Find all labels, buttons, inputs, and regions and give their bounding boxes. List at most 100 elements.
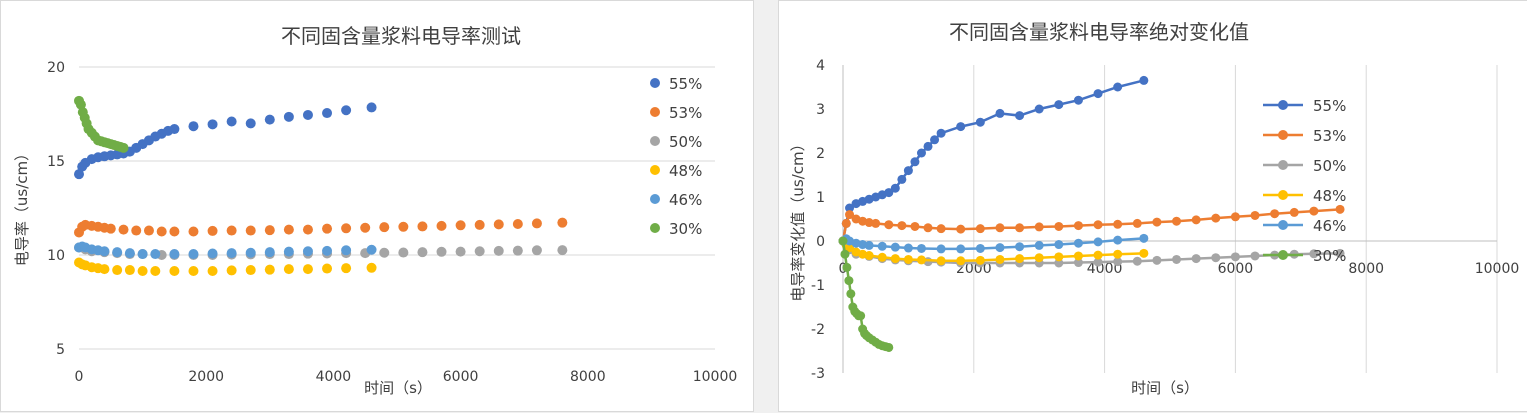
- data-point: [1191, 215, 1201, 225]
- x-axis-label: 时间（s）: [1131, 379, 1199, 397]
- legend-label: 55%: [1313, 97, 1346, 115]
- data-point: [1034, 222, 1044, 232]
- data-point: [856, 311, 866, 321]
- data-point: [975, 243, 985, 253]
- data-point: [493, 245, 504, 256]
- y-tick-label: -2: [811, 322, 825, 338]
- data-point: [1015, 242, 1025, 252]
- data-point: [1093, 220, 1103, 230]
- series-line: [841, 79, 1145, 242]
- data-point: [956, 244, 966, 254]
- x-axis-label: 时间（s）: [364, 379, 432, 397]
- data-point: [871, 218, 881, 228]
- data-point: [1054, 221, 1064, 231]
- data-point: [1250, 210, 1260, 220]
- data-point: [531, 218, 542, 229]
- x-tick-label: 4000: [316, 369, 352, 385]
- data-point: [845, 243, 855, 253]
- data-point: [877, 241, 887, 251]
- data-point: [1073, 221, 1083, 231]
- legend-label: 46%: [1313, 217, 1346, 235]
- data-point: [1309, 249, 1319, 259]
- series-46pct: [838, 233, 1149, 254]
- data-point: [474, 246, 485, 257]
- series-53pct: [74, 217, 568, 238]
- data-point: [864, 240, 874, 250]
- data-point: [474, 219, 485, 230]
- data-point: [302, 224, 313, 235]
- data-point: [398, 247, 409, 258]
- data-point: [897, 221, 907, 231]
- y-tick-label: 3: [816, 102, 825, 118]
- legend: 55% 53% 50% 48% 46% 30%: [650, 75, 702, 238]
- legend-label: 30%: [669, 220, 702, 238]
- data-point: [1113, 257, 1123, 267]
- y-tick-label: 4: [816, 58, 825, 74]
- legend-label: 53%: [669, 104, 702, 122]
- legend-marker: [1278, 220, 1288, 230]
- data-point: [1113, 235, 1123, 245]
- x-tick-label: 10000: [693, 369, 738, 385]
- data-point: [1289, 207, 1299, 217]
- data-point: [169, 265, 180, 276]
- legend-marker: [1278, 130, 1288, 140]
- data-point: [124, 248, 135, 259]
- data-point: [916, 243, 926, 253]
- data-point: [1015, 254, 1025, 264]
- data-point: [995, 254, 1005, 264]
- axis-ticks: 5 10 15 20 0 2000 4000 6000 8000 10000: [47, 60, 737, 385]
- data-point: [169, 226, 180, 237]
- data-point: [1211, 213, 1221, 223]
- data-point: [137, 265, 148, 276]
- data-point: [1230, 252, 1240, 262]
- legend-label: 48%: [1313, 187, 1346, 205]
- data-point: [131, 225, 142, 236]
- data-point: [1093, 250, 1103, 260]
- data-point: [188, 249, 199, 260]
- data-point: [188, 121, 199, 132]
- data-point: [379, 247, 390, 258]
- data-point: [118, 224, 129, 235]
- data-point: [322, 263, 333, 274]
- data-point: [137, 249, 148, 260]
- x-tick-label: 2000: [188, 369, 224, 385]
- x-tick-label: 8000: [1348, 261, 1384, 277]
- legend-label: 46%: [669, 191, 702, 209]
- data-point: [99, 246, 110, 257]
- data-point: [1139, 233, 1149, 243]
- data-point: [1309, 206, 1319, 216]
- data-point: [903, 243, 913, 253]
- data-point: [264, 114, 275, 125]
- series-50pct: [74, 242, 568, 260]
- data-point: [118, 142, 129, 153]
- data-point: [1335, 248, 1345, 258]
- data-point: [322, 223, 333, 234]
- data-point: [493, 219, 504, 230]
- data-point: [995, 108, 1005, 118]
- data-point: [150, 249, 161, 260]
- data-point: [1113, 219, 1123, 229]
- data-point: [936, 128, 946, 138]
- data-point: [841, 218, 851, 228]
- data-point: [207, 265, 218, 276]
- y-tick-label: 5: [56, 342, 65, 358]
- legend-label: 53%: [1313, 127, 1346, 145]
- data-point: [842, 262, 852, 272]
- data-point: [1191, 254, 1201, 264]
- chart-title: 不同固含量浆料电导率绝对变化值: [949, 20, 1249, 44]
- data-point: [1139, 75, 1149, 85]
- legend-marker: [1278, 190, 1288, 200]
- data-point: [1073, 258, 1083, 268]
- data-point: [169, 249, 180, 260]
- data-point: [910, 221, 920, 231]
- data-point: [890, 254, 900, 264]
- data-point: [436, 220, 447, 231]
- data-point: [936, 224, 946, 234]
- data-point: [923, 223, 933, 233]
- data-point: [99, 264, 110, 275]
- legend-label: 50%: [669, 133, 702, 151]
- data-point: [74, 169, 84, 180]
- data-point: [322, 245, 333, 256]
- data-point: [283, 264, 294, 275]
- legend-marker: [1278, 250, 1288, 260]
